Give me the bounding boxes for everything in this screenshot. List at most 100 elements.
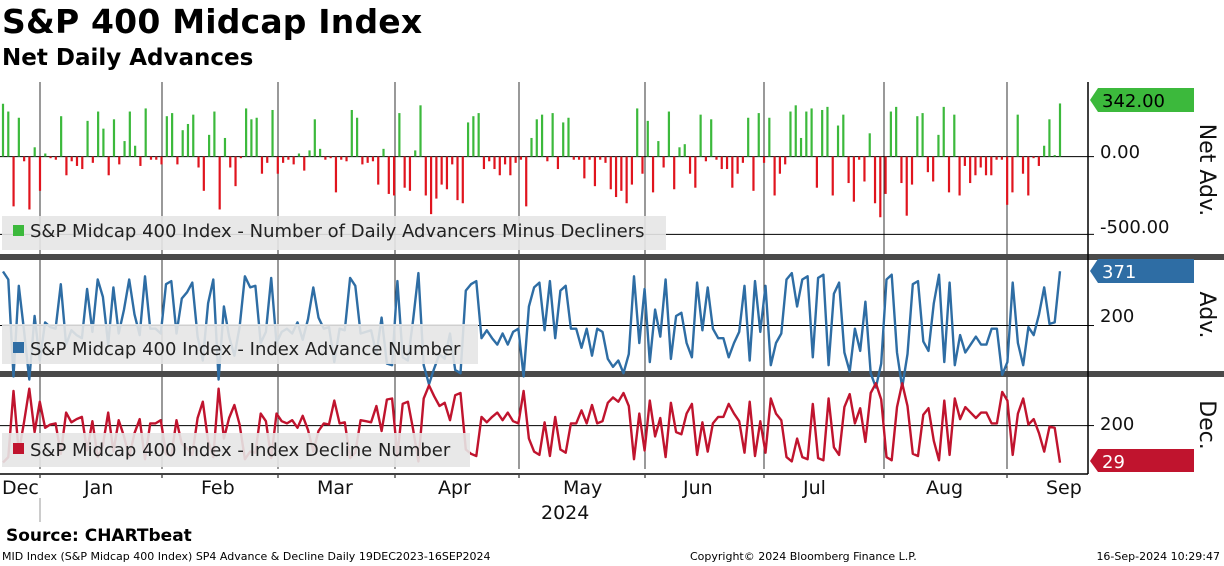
bar (176, 156, 179, 165)
bar (794, 105, 797, 157)
bar (488, 156, 491, 162)
bar (1043, 145, 1046, 157)
last-value-tag-middle: 371 (1090, 259, 1194, 283)
bar (435, 156, 438, 199)
bar (630, 156, 634, 185)
bar (292, 156, 295, 165)
bar (287, 156, 290, 160)
bar (826, 106, 829, 157)
last-value-tag-bottom: 29 (1090, 449, 1194, 473)
decline-series-line (2, 382, 1062, 464)
bar (974, 156, 977, 176)
bar (408, 156, 412, 191)
chart-title: S&P 400 Midcap Index (2, 2, 423, 41)
bar (831, 156, 834, 196)
bar (1011, 156, 1014, 193)
bar (688, 156, 692, 174)
advance-series-line (1, 270, 1062, 389)
bar (715, 156, 718, 160)
bar (392, 156, 396, 196)
bar (546, 156, 549, 162)
bar (371, 156, 375, 162)
xtick-jun: Jun (682, 477, 713, 499)
bar (23, 156, 26, 162)
bar (736, 156, 739, 174)
bar (192, 114, 195, 157)
bar (646, 120, 649, 157)
bar (340, 156, 343, 160)
bar (33, 147, 36, 157)
bar (815, 156, 818, 188)
bar (625, 156, 628, 204)
footer-timestamp: 16-Sep-2024 10:29:47 (1096, 550, 1220, 563)
bar (186, 123, 190, 157)
bar (398, 113, 401, 157)
bar (778, 156, 781, 174)
bar (361, 156, 364, 165)
bar (208, 134, 211, 157)
bar (926, 156, 929, 173)
bar (752, 156, 755, 191)
bar (842, 114, 845, 157)
legend-top-label: S&P Midcap 400 Index - Number of Daily A… (30, 221, 645, 242)
bar (572, 156, 575, 160)
ylabel-middle: Adv. (1194, 292, 1219, 339)
last-value-tag-top: 342.00 (1090, 88, 1194, 112)
bar (81, 156, 84, 170)
source-label: Source: CHARTbeat (6, 526, 192, 546)
bar (593, 156, 597, 187)
bar (139, 156, 142, 166)
bar (657, 141, 660, 157)
bar (377, 156, 380, 185)
bar (350, 109, 353, 157)
bar (583, 156, 586, 179)
xtick-aug: Aug (926, 477, 963, 499)
bar (910, 156, 914, 185)
xtick-sep: Sep (1046, 477, 1082, 499)
bar (165, 116, 168, 157)
bar (905, 156, 908, 216)
bar (75, 156, 79, 166)
bar (297, 153, 301, 157)
bar (1016, 114, 1019, 157)
bar (440, 156, 443, 185)
bar (609, 156, 612, 190)
xtick-apr: Apr (438, 477, 471, 499)
bar (324, 156, 327, 160)
bar (651, 156, 655, 193)
bar (472, 116, 475, 157)
bar (921, 113, 924, 157)
bar (144, 108, 147, 157)
bar (424, 156, 427, 196)
bar (12, 156, 15, 207)
bar (836, 125, 840, 157)
bar (308, 150, 311, 157)
bar (551, 113, 554, 157)
bar (1000, 156, 1003, 160)
bar (260, 156, 264, 174)
bar (155, 156, 158, 160)
bar (282, 156, 285, 163)
bar (303, 156, 306, 171)
bar (858, 156, 861, 160)
bar (102, 128, 105, 157)
bar (916, 116, 919, 157)
ylabel-top: Net Adv. (1194, 124, 1219, 217)
bar (1006, 156, 1009, 205)
bar (128, 111, 131, 157)
xtick-jan: Jan (83, 477, 113, 499)
legend-bottom-label: S&P Midcap 400 Index - Index Decline Num… (30, 440, 451, 461)
xtick-feb: Feb (201, 477, 235, 499)
bar (620, 156, 623, 191)
bar (419, 105, 422, 157)
legend-bottom: S&P Midcap 400 Index - Index Decline Num… (2, 433, 470, 467)
ytick-middle-0: 200 (1100, 306, 1134, 327)
legend-top-swatch (13, 225, 24, 236)
bar (741, 156, 744, 163)
bar (160, 156, 163, 165)
bar (873, 156, 877, 204)
bar (821, 109, 824, 157)
bar (556, 156, 560, 170)
bar (461, 156, 464, 204)
bar (445, 156, 449, 190)
